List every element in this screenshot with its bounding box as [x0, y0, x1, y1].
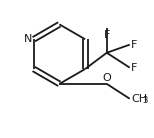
- Text: F: F: [103, 30, 110, 40]
- Text: O: O: [102, 73, 111, 83]
- Text: F: F: [131, 63, 138, 73]
- Text: F: F: [131, 40, 138, 50]
- Text: CH: CH: [131, 94, 147, 104]
- Text: N: N: [24, 34, 32, 44]
- Text: 3: 3: [143, 96, 148, 105]
